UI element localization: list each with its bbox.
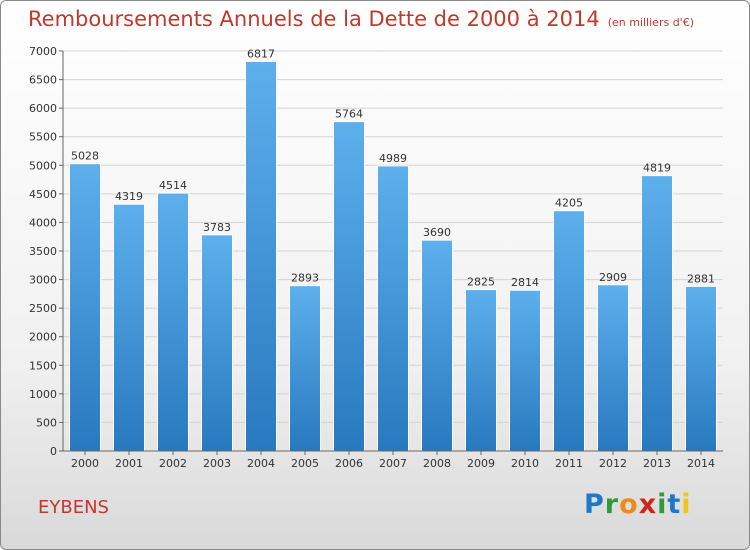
x-tick-label: 2011 [555, 457, 583, 470]
bar-value-label: 3783 [203, 221, 231, 234]
y-tick-label: 4000 [29, 216, 57, 229]
x-tick-label: 2007 [379, 457, 407, 470]
x-tick-label: 2003 [203, 457, 231, 470]
axes [62, 51, 723, 452]
x-tick-label: 2013 [643, 457, 671, 470]
y-tick-label: 1000 [29, 388, 57, 401]
y-tick-label: 5500 [29, 131, 57, 144]
x-tick-label: 2004 [247, 457, 275, 470]
bar-value-label: 4989 [379, 152, 407, 165]
y-tick-label: 2500 [29, 302, 57, 315]
y-axis-ticks: 0 500 1000 1500 2000 2500 3000 3500 4000 4500 5000… [29, 45, 63, 458]
x-tick-label: 2014 [687, 457, 715, 470]
chart-title-main: Remboursements Annuels de la Dette de 20… [28, 7, 600, 31]
logo-letter: i [657, 489, 668, 520]
bar [641, 175, 673, 452]
chart-title-unit: (en milliers d'€) [607, 16, 694, 29]
bar [421, 239, 453, 452]
bar-value-label: 3690 [423, 226, 451, 239]
bar [553, 210, 585, 452]
bar [465, 289, 497, 452]
y-tick-label: 500 [36, 416, 57, 429]
bar-value-label: 4819 [643, 162, 671, 175]
y-tick-label: 3000 [29, 274, 57, 287]
y-tick-label: 6000 [29, 102, 57, 115]
proxiti-logo: Proxiti [584, 489, 692, 520]
logo-letter: P [584, 489, 605, 520]
bar-value-label: 4205 [555, 197, 583, 210]
logo-letter: t [667, 489, 682, 520]
x-tick-label: 2002 [159, 457, 187, 470]
bar [685, 285, 717, 452]
x-tick-label: 2001 [115, 457, 143, 470]
logo-letter: r [604, 489, 620, 520]
bar [333, 121, 365, 452]
y-tick-label: 6500 [29, 74, 57, 87]
bar [377, 165, 409, 452]
x-tick-label: 2010 [511, 457, 539, 470]
bar [289, 285, 321, 452]
logo-letter: x [638, 489, 658, 520]
x-tick-label: 2012 [599, 457, 627, 470]
x-axis-ticks: 2000 2001 2002 2003 2004 2005 2006 2007 2008 2009… [71, 451, 715, 470]
bar [201, 234, 233, 452]
bar-value-label: 4319 [115, 190, 143, 203]
bar-value-label: 2814 [511, 276, 539, 289]
y-tick-label: 5000 [29, 159, 57, 172]
y-tick-label: 7000 [29, 45, 57, 58]
bar-value-label: 4514 [159, 179, 187, 192]
bar-value-label: 2909 [599, 271, 627, 284]
x-tick-label: 2000 [71, 457, 99, 470]
logo-letter: o [619, 489, 639, 520]
y-tick-label: 0 [50, 445, 57, 458]
bar-value-label: 2881 [687, 272, 715, 285]
bar-value-label: 2893 [291, 272, 319, 285]
y-tick-label: 3500 [29, 245, 57, 258]
bar [597, 284, 629, 452]
bar [245, 60, 277, 452]
y-tick-label: 2000 [29, 331, 57, 344]
bar [69, 163, 101, 452]
bar [509, 289, 541, 452]
x-tick-label: 2005 [291, 457, 319, 470]
bar [157, 192, 189, 452]
bar [113, 203, 145, 452]
bar-value-label: 6817 [247, 47, 275, 60]
y-tick-label: 4500 [29, 188, 57, 201]
x-tick-label: 2009 [467, 457, 495, 470]
bar-value-label: 2825 [467, 276, 495, 289]
logo-letter: i [681, 489, 692, 520]
bars: 5028 4319 4514 3783 6817 2893 5764 4989 3690 2825… [69, 47, 717, 452]
y-tick-label: 1500 [29, 359, 57, 372]
bar-value-label: 5764 [335, 108, 363, 121]
x-tick-label: 2008 [423, 457, 451, 470]
x-tick-label: 2006 [335, 457, 363, 470]
chart-title: Remboursements Annuels de la Dette de 20… [28, 7, 694, 31]
bar-value-label: 5028 [71, 150, 99, 163]
city-name: EYBENS [38, 497, 109, 518]
